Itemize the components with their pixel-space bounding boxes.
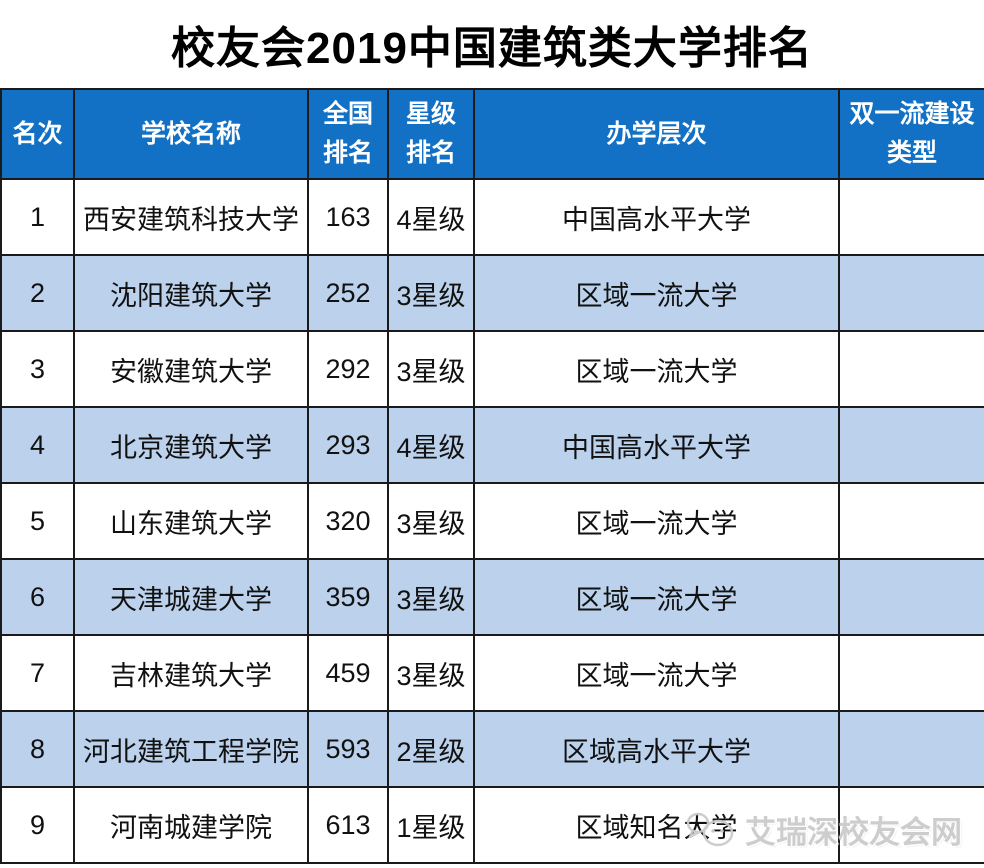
cell-school: 沈阳建筑大学 [73, 254, 309, 332]
table-row: 6 天津城建大学 359 3星级 区域一流大学 [0, 558, 984, 636]
cell-national-rank: 320 [307, 482, 389, 560]
table-row: 4 北京建筑大学 293 4星级 中国高水平大学 [0, 406, 984, 484]
cell-double-first-class [838, 254, 984, 332]
cell-double-first-class [838, 406, 984, 484]
cell-level: 区域一流大学 [473, 634, 840, 712]
cell-school: 河北建筑工程学院 [73, 710, 309, 788]
ranking-table: 名次 学校名称 全国 排名 星级 排名 办学层次 双一流建设 类型 1 西安建筑… [0, 88, 984, 864]
table-row: 2 沈阳建筑大学 252 3星级 区域一流大学 [0, 254, 984, 332]
table-row: 3 安徽建筑大学 292 3星级 区域一流大学 [0, 330, 984, 408]
cell-level: 区域高水平大学 [473, 710, 840, 788]
table-row: 9 河南城建学院 613 1星级 区域知名大学 [0, 786, 984, 864]
cell-national-rank: 613 [307, 786, 389, 864]
cell-level: 中国高水平大学 [473, 178, 840, 256]
cell-national-rank: 459 [307, 634, 389, 712]
cell-rank: 5 [0, 482, 75, 560]
cell-rank: 8 [0, 710, 75, 788]
cell-star-rating: 1星级 [387, 786, 475, 864]
table-row: 5 山东建筑大学 320 3星级 区域一流大学 [0, 482, 984, 560]
cell-national-rank: 359 [307, 558, 389, 636]
cell-double-first-class [838, 786, 984, 864]
col-header-national-rank: 全国 排名 [307, 88, 389, 180]
cell-double-first-class [838, 634, 984, 712]
cell-rank: 9 [0, 786, 75, 864]
cell-rank: 2 [0, 254, 75, 332]
cell-rank: 1 [0, 178, 75, 256]
col-header-double-first-class: 双一流建设 类型 [838, 88, 984, 180]
cell-double-first-class [838, 558, 984, 636]
col-header-star-rating: 星级 排名 [387, 88, 475, 180]
cell-level: 区域一流大学 [473, 482, 840, 560]
table-row: 1 西安建筑科技大学 163 4星级 中国高水平大学 [0, 178, 984, 256]
cell-rank: 7 [0, 634, 75, 712]
cell-level: 区域一流大学 [473, 254, 840, 332]
cell-level: 中国高水平大学 [473, 406, 840, 484]
col-header-school: 学校名称 [73, 88, 309, 180]
cell-school: 安徽建筑大学 [73, 330, 309, 408]
cell-school: 山东建筑大学 [73, 482, 309, 560]
cell-star-rating: 2星级 [387, 710, 475, 788]
cell-star-rating: 3星级 [387, 482, 475, 560]
cell-star-rating: 4星级 [387, 406, 475, 484]
cell-school: 西安建筑科技大学 [73, 178, 309, 256]
cell-star-rating: 3星级 [387, 558, 475, 636]
cell-school: 河南城建学院 [73, 786, 309, 864]
cell-star-rating: 4星级 [387, 178, 475, 256]
page-title: 校友会2019中国建筑类大学排名 [171, 24, 813, 73]
cell-school: 北京建筑大学 [73, 406, 309, 484]
cell-rank: 4 [0, 406, 75, 484]
cell-rank: 6 [0, 558, 75, 636]
cell-level: 区域一流大学 [473, 330, 840, 408]
col-header-rank: 名次 [0, 88, 75, 180]
table-row: 8 河北建筑工程学院 593 2星级 区域高水平大学 [0, 710, 984, 788]
cell-double-first-class [838, 482, 984, 560]
cell-double-first-class [838, 330, 984, 408]
title-bar: 校友会2019中国建筑类大学排名 [0, 0, 984, 88]
cell-level: 区域知名大学 [473, 786, 840, 864]
cell-national-rank: 163 [307, 178, 389, 256]
col-header-level: 办学层次 [473, 88, 840, 180]
cell-double-first-class [838, 178, 984, 256]
table-header-row: 名次 学校名称 全国 排名 星级 排名 办学层次 双一流建设 类型 [0, 88, 984, 180]
cell-national-rank: 293 [307, 406, 389, 484]
cell-star-rating: 3星级 [387, 634, 475, 712]
cell-double-first-class [838, 710, 984, 788]
cell-star-rating: 3星级 [387, 254, 475, 332]
cell-school: 天津城建大学 [73, 558, 309, 636]
cell-national-rank: 593 [307, 710, 389, 788]
table-row: 7 吉林建筑大学 459 3星级 区域一流大学 [0, 634, 984, 712]
cell-national-rank: 252 [307, 254, 389, 332]
cell-national-rank: 292 [307, 330, 389, 408]
cell-school: 吉林建筑大学 [73, 634, 309, 712]
cell-level: 区域一流大学 [473, 558, 840, 636]
cell-rank: 3 [0, 330, 75, 408]
cell-star-rating: 3星级 [387, 330, 475, 408]
